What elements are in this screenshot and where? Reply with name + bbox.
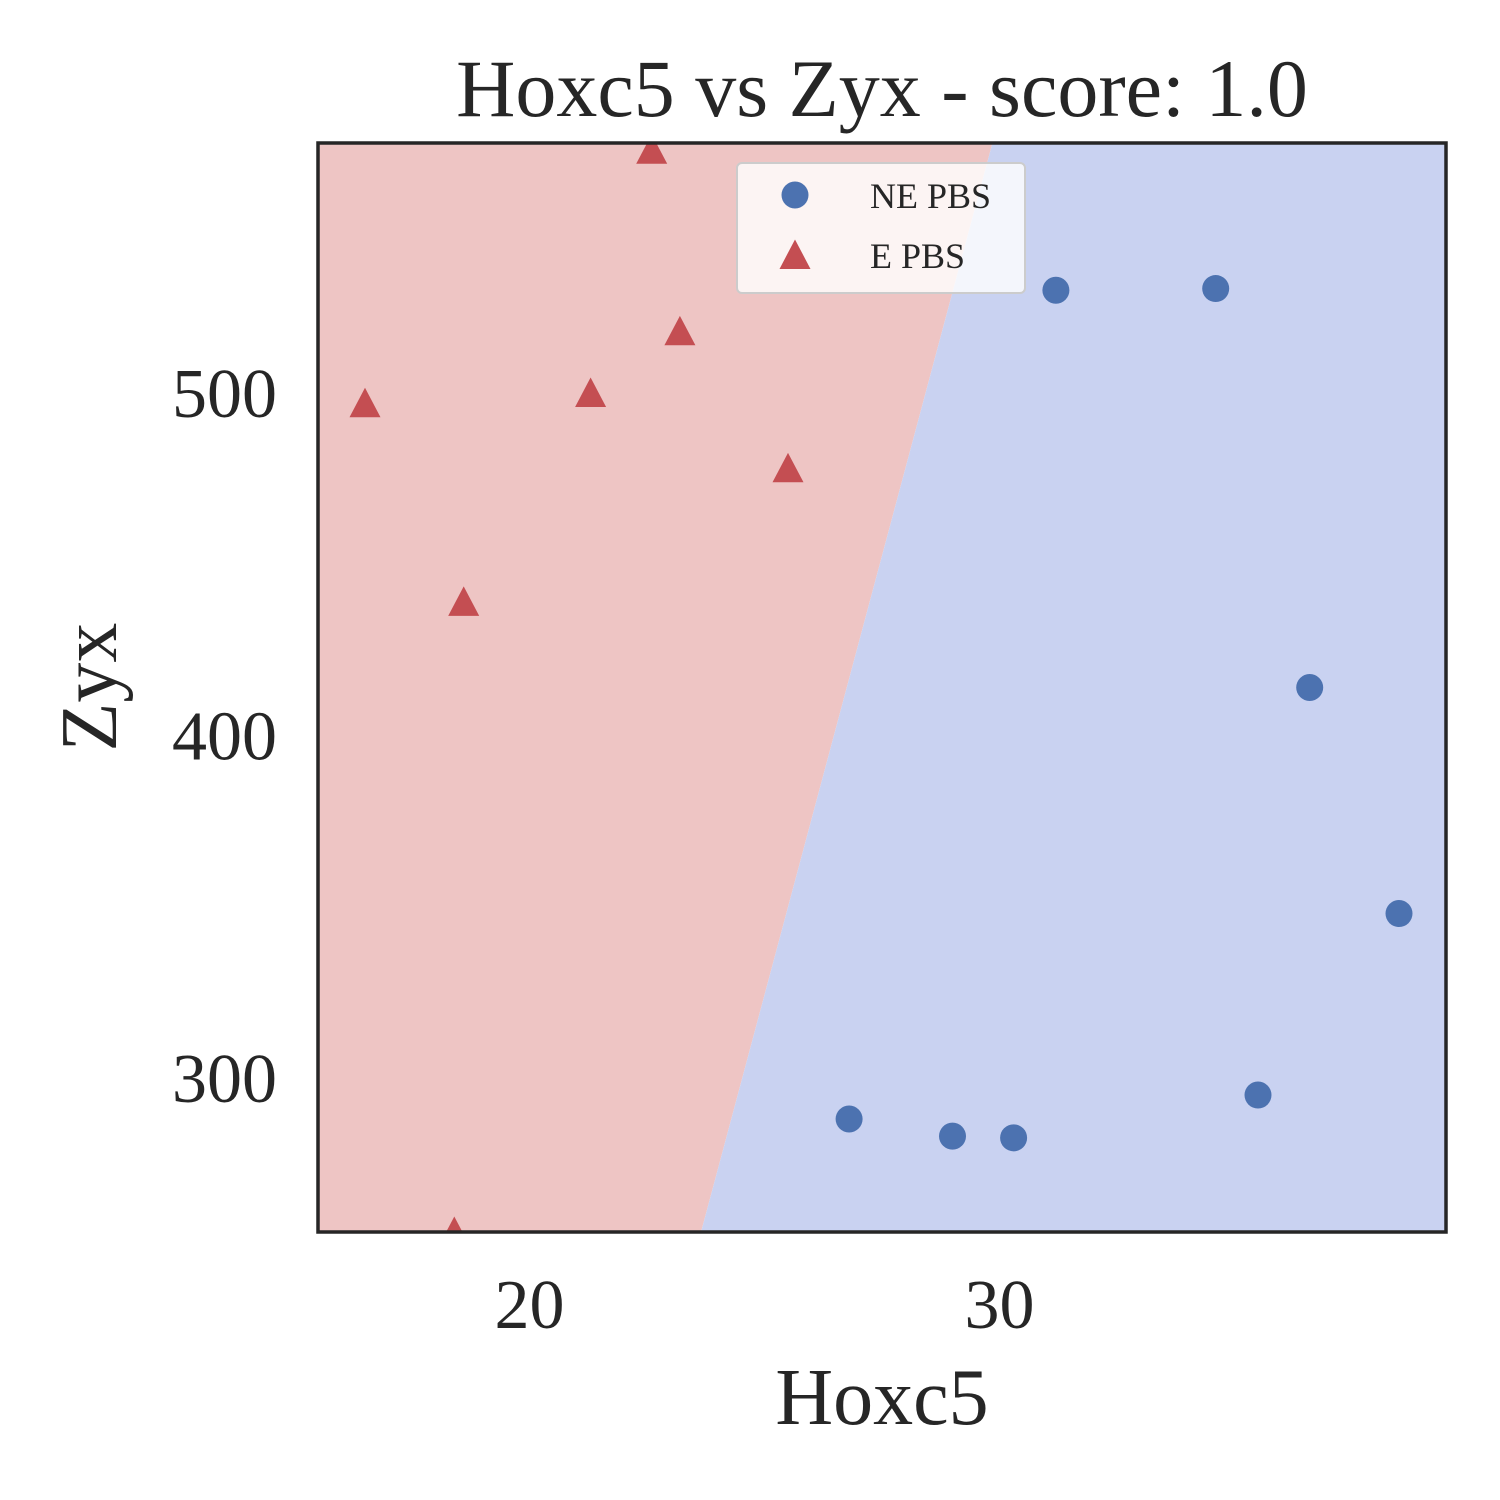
- x-axis: 20 30: [495, 1267, 1035, 1344]
- point-e-pbs: [349, 387, 381, 418]
- x-tick-label: 30: [965, 1267, 1035, 1344]
- plot-area: [318, 143, 1446, 1232]
- legend-label-ne-pbs: NE PBS: [870, 176, 991, 216]
- legend-label-e-pbs: E PBS: [870, 236, 965, 276]
- point-ne-pbs: [1000, 1124, 1028, 1152]
- point-e-pbs: [575, 377, 607, 407]
- y-tick-label: 400: [172, 698, 277, 775]
- chart-title: Hoxc5 vs Zyx - score: 1.0: [456, 43, 1308, 134]
- region-e-pbs: [318, 143, 993, 1232]
- point-e-pbs: [636, 143, 668, 164]
- point-ne-pbs: [1202, 275, 1230, 303]
- point-ne-pbs: [939, 1122, 966, 1150]
- point-e-pbs: [446, 1216, 463, 1232]
- x-tick-label: 20: [495, 1267, 565, 1344]
- legend-marker-ne-pbs: [781, 181, 809, 209]
- x-axis-label: Hoxc5: [775, 1354, 988, 1442]
- point-e-pbs: [448, 586, 480, 616]
- legend: NE PBS E PBS: [736, 162, 1026, 294]
- region-ne-pbs: [701, 143, 1446, 1232]
- point-ne-pbs: [1244, 1081, 1272, 1109]
- point-e-pbs: [664, 315, 696, 346]
- y-tick-label: 300: [172, 1041, 277, 1118]
- legend-marker-e-pbs: [779, 239, 811, 269]
- point-ne-pbs: [1042, 276, 1070, 304]
- point-e-pbs: [772, 452, 804, 483]
- y-axis-label: Zyx: [46, 623, 134, 752]
- plot-frame: [316, 141, 1448, 1234]
- legend-box: [736, 162, 1026, 294]
- y-tick-label: 500: [172, 356, 277, 433]
- point-ne-pbs: [1296, 674, 1324, 701]
- y-axis: 300 400 500: [172, 356, 277, 1118]
- point-ne-pbs: [835, 1105, 863, 1133]
- point-ne-pbs: [1385, 900, 1413, 928]
